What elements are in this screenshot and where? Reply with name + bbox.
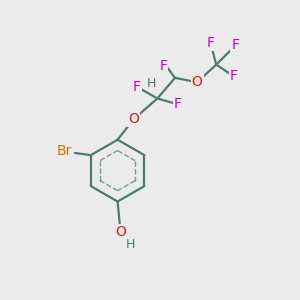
Text: H: H [147, 77, 156, 90]
Text: F: F [230, 69, 238, 83]
Text: F: F [174, 98, 182, 111]
Text: O: O [115, 225, 126, 239]
Text: F: F [159, 59, 167, 73]
Text: H: H [126, 238, 136, 251]
Text: F: F [206, 35, 214, 50]
Text: Br: Br [57, 145, 72, 158]
Text: F: F [133, 80, 141, 94]
Text: O: O [192, 75, 203, 89]
Text: O: O [128, 112, 139, 126]
Text: F: F [231, 38, 239, 52]
